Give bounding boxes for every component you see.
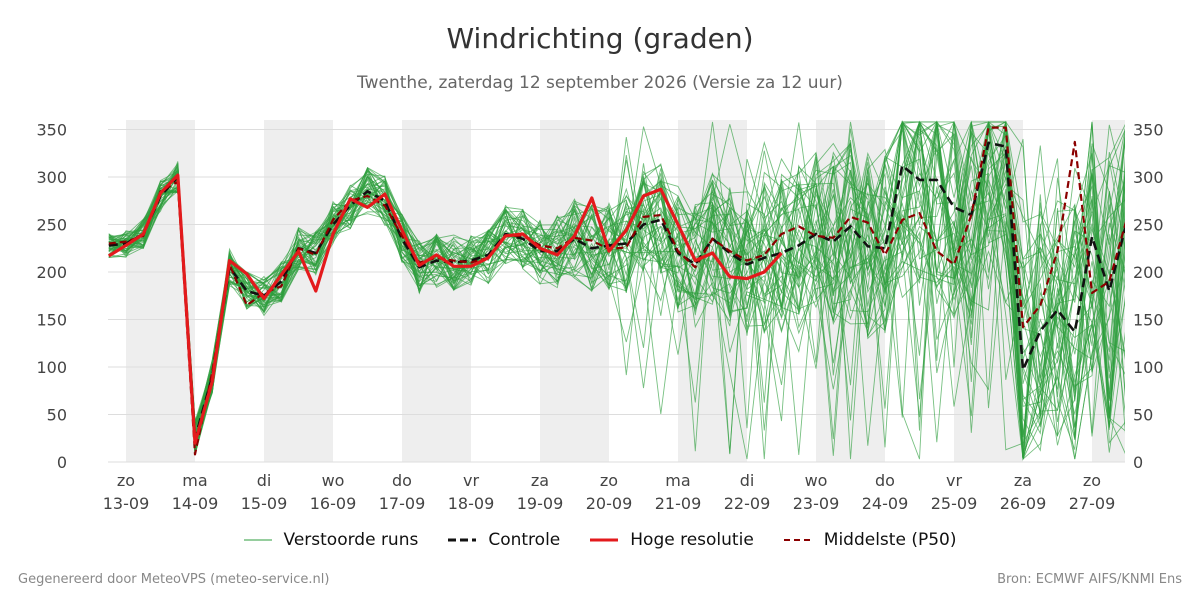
x-tick-day: zo xyxy=(600,471,618,490)
ensemble-member-line xyxy=(108,121,1125,453)
series-line-median xyxy=(108,126,1125,456)
x-tick-day: di xyxy=(740,471,755,490)
footer-source: Bron: ECMWF AIFS/KNMI Ens xyxy=(997,572,1182,587)
ensemble-member-line xyxy=(108,121,1125,429)
ensemble-member-line xyxy=(108,120,1125,460)
x-tick-day: ma xyxy=(665,471,690,490)
x-tick-day: di xyxy=(257,471,272,490)
plot-lines xyxy=(108,120,1125,461)
y-tick-label-right: 250 xyxy=(1133,216,1164,235)
x-tick-day: za xyxy=(1014,471,1032,490)
y-tick-label-right: 300 xyxy=(1133,168,1164,187)
x-tick-date: 23-09 xyxy=(793,494,840,513)
legend-label-ensemble: Verstoorde runs xyxy=(283,530,419,550)
chart-subtitle: Twenthe, zaterdag 12 september 2026 (Ver… xyxy=(357,73,843,93)
x-tick-day: vr xyxy=(463,471,479,490)
x-tick-date: 14-09 xyxy=(172,494,219,513)
y-tick-label-right: 50 xyxy=(1133,406,1153,425)
ensemble-member-line xyxy=(108,133,1125,433)
chart-title: Windrichting (graden) xyxy=(446,22,754,55)
series-line-hres xyxy=(108,173,783,445)
legend-swatch-ensemble xyxy=(243,539,272,541)
x-tick-day: zo xyxy=(117,471,135,490)
y-tick-label-right: 150 xyxy=(1133,311,1164,330)
x-tick-date: 19-09 xyxy=(517,494,564,513)
legend-swatch-control xyxy=(448,538,477,542)
x-tick-day: za xyxy=(531,471,549,490)
x-tick-day: wo xyxy=(322,471,345,490)
chart-legend: Verstoorde runs Controle Hoge resolutie … xyxy=(0,530,1200,550)
y-tick-label-right: 100 xyxy=(1133,358,1164,377)
y-tick-label-left: 150 xyxy=(36,311,67,330)
y-tick-label-right: 0 xyxy=(1133,453,1143,472)
ensemble-member-line xyxy=(108,121,1125,434)
legend-item-hres: Hoge resolutie xyxy=(590,530,754,550)
ensemble-member-line xyxy=(108,121,1125,460)
day-shade xyxy=(402,120,471,462)
y-tick-label-left: 350 xyxy=(36,121,67,140)
legend-swatch-hres xyxy=(590,538,619,542)
x-tick-date: 20-09 xyxy=(586,494,633,513)
y-tick-label-left: 300 xyxy=(36,168,67,187)
x-tick-day: wo xyxy=(805,471,828,490)
legend-swatch-median xyxy=(783,539,812,541)
series-line-control xyxy=(108,141,1125,440)
x-tick-day: zo xyxy=(1083,471,1101,490)
legend-label-hres: Hoge resolutie xyxy=(630,530,754,550)
legend-label-median: Middelste (P50) xyxy=(823,530,957,550)
x-tick-date: 21-09 xyxy=(655,494,702,513)
x-tick-day: ma xyxy=(182,471,207,490)
y-tick-label-left: 50 xyxy=(47,406,67,425)
footer-generator: Gegenereerd door MeteoVPS (meteo-service… xyxy=(18,572,330,587)
x-tick-date: 22-09 xyxy=(724,494,771,513)
y-tick-label-left: 250 xyxy=(36,216,67,235)
ensemble-member-line xyxy=(108,121,1125,446)
x-tick-date: 24-09 xyxy=(862,494,909,513)
y-tick-label-left: 0 xyxy=(57,453,67,472)
ensemble-member-line xyxy=(108,121,1125,456)
x-tick-date: 13-09 xyxy=(103,494,150,513)
x-tick-date: 26-09 xyxy=(1000,494,1047,513)
ensemble-member-line xyxy=(108,121,1125,425)
legend-label-control: Controle xyxy=(488,530,561,550)
ensemble-member-line xyxy=(108,156,1125,430)
x-tick-day: do xyxy=(875,471,895,490)
legend-item-ensemble: Verstoorde runs xyxy=(243,530,419,550)
x-tick-date: 15-09 xyxy=(241,494,288,513)
x-tick-day: do xyxy=(392,471,412,490)
y-tick-label-left: 200 xyxy=(36,263,67,282)
ensemble-member-line xyxy=(108,121,1125,456)
y-tick-label-left: 100 xyxy=(36,358,67,377)
x-tick-date: 25-09 xyxy=(931,494,978,513)
legend-item-control: Controle xyxy=(448,530,560,550)
x-tick-day: vr xyxy=(946,471,962,490)
legend-item-median: Middelste (P50) xyxy=(783,530,957,550)
x-tick-date: 27-09 xyxy=(1069,494,1116,513)
x-tick-date: 18-09 xyxy=(448,494,495,513)
x-tick-date: 16-09 xyxy=(310,494,357,513)
ensemble-member-line xyxy=(108,154,1125,452)
y-tick-label-right: 350 xyxy=(1133,121,1164,140)
day-shade xyxy=(540,120,609,462)
x-tick-date: 17-09 xyxy=(379,494,426,513)
y-tick-label-right: 200 xyxy=(1133,263,1164,282)
